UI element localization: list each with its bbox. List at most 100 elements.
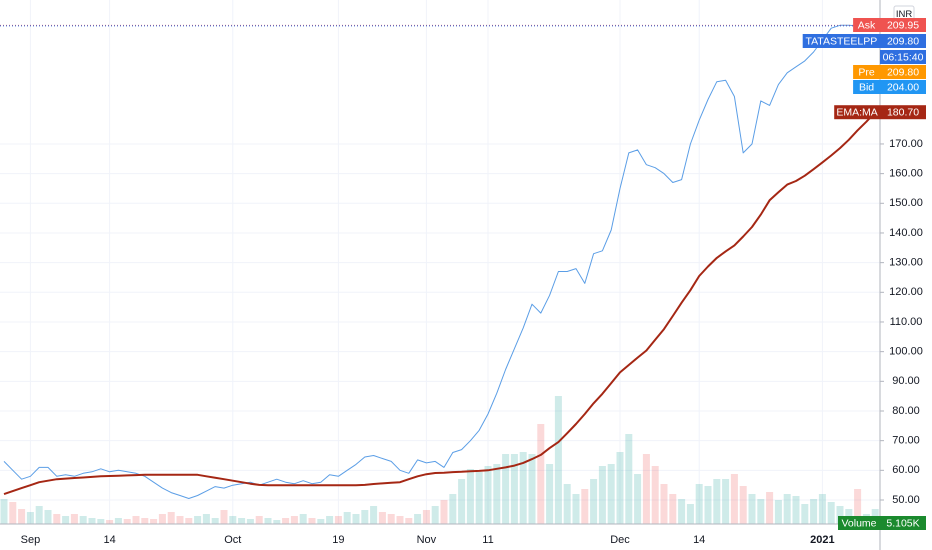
price-tag-bg [880,34,926,48]
y-tick-label: 70.00 [892,435,920,447]
volume-bar [114,518,122,524]
volume-bar [317,519,325,524]
volume-bar [528,454,536,524]
volume-bar [220,510,228,524]
volume-bar [836,506,844,524]
price-tag-value: 209.80 [887,35,919,47]
volume-bar [686,504,694,524]
price-tag-name-bg [802,34,880,48]
volume-bar [818,494,826,524]
x-tick-label: Sep [21,534,41,546]
volume-bar [343,512,351,524]
volume-bar [730,474,738,524]
line-series [3,111,876,496]
volume-bar [634,474,642,524]
price-tag-name-bg [853,80,880,94]
line-series [3,24,876,499]
volume-bar [722,479,730,524]
volume-bar [185,518,193,524]
price-tag-name-bg [853,65,880,79]
volume-bar [590,479,598,524]
volume-bar [414,514,422,524]
volume-bar [484,466,492,524]
price-tag-bg [880,80,926,94]
volume-bar [642,454,650,524]
y-tick-label: 110.00 [890,316,923,328]
x-tick-label: 2021 [810,534,834,546]
volume-tag-bg [880,516,926,530]
y-tick-label: 80.00 [892,405,920,417]
volume-bar [669,494,677,524]
volume-bar [282,518,290,524]
y-tick-label: 120.00 [889,286,923,298]
volume-bar [176,516,184,524]
price-tag-value: 209.80 [887,66,919,78]
volume-tag-name: Volume [841,517,876,529]
price-tag-value: 204.00 [887,81,919,93]
volume-bar [466,469,474,524]
volume-bar [0,499,8,524]
volume-bar [387,514,395,524]
volume-bar [290,516,298,524]
x-tick-label: 14 [693,534,705,546]
currency[interactable]: INR [896,9,913,20]
x-tick-label: 11 [482,534,493,546]
price-tag-value: 180.70 [887,106,919,118]
volume-bar [229,516,237,524]
volume-bar [264,518,272,524]
x-tick-label: Dec [610,534,630,546]
volume-bar [739,486,747,524]
volume-bar [431,506,439,524]
price-tag-bg [880,18,926,32]
price-tag-time: 06:15:40 [883,51,924,63]
y-tick-label: 50.00 [892,494,920,506]
volume-bar [475,472,483,524]
volume-bar [378,512,386,524]
price-tag-name: Ask [858,19,876,31]
volume-bar [158,514,166,524]
volume-bar [9,502,17,524]
volume-bar [493,464,501,524]
volume-bar [607,464,615,524]
price-tag-name: TATASTEELPP [805,35,877,47]
volume-bar [62,516,70,524]
volume-bar [440,500,448,524]
x-tick-label: Oct [224,534,241,546]
price-tag-value: 209.95 [887,19,919,31]
y-tick-label: 170.00 [889,138,923,150]
volume-bar [563,484,571,524]
volume-bar [581,489,589,524]
volume-tag-name-bg [838,516,880,530]
volume-bar [546,464,554,524]
volume-bar [26,512,34,524]
volume-bar [660,484,668,524]
volume-bar [405,518,413,524]
volume-bar [502,454,510,524]
volume-bar [792,496,800,524]
volume-bar [167,512,175,524]
price-tag-name-bg [853,18,880,32]
volume-bar [150,519,158,524]
volume-bar [625,434,633,524]
volume-bar [572,494,580,524]
y-tick-label: 130.00 [889,257,923,269]
volume-bar [202,514,210,524]
volume-bar [774,500,782,524]
volume-bar [554,396,562,524]
price-tag-bg [880,50,926,64]
volume-bar [422,510,430,524]
x-tick-label: 14 [103,534,115,546]
volume-bar [678,499,686,524]
volume-bar [449,494,457,524]
volume-bar [370,506,378,524]
volume-bar [194,516,202,524]
y-tick-label: 160.00 [889,168,923,180]
price-tag-name: EMA:MA [836,106,877,118]
y-tick-label: 60.00 [892,464,920,476]
volume-bar [106,520,114,524]
volume-bar [326,516,334,524]
volume-bar [783,494,791,524]
volume-bar [141,518,149,524]
volume-tag-value: 5.105K [886,517,919,529]
